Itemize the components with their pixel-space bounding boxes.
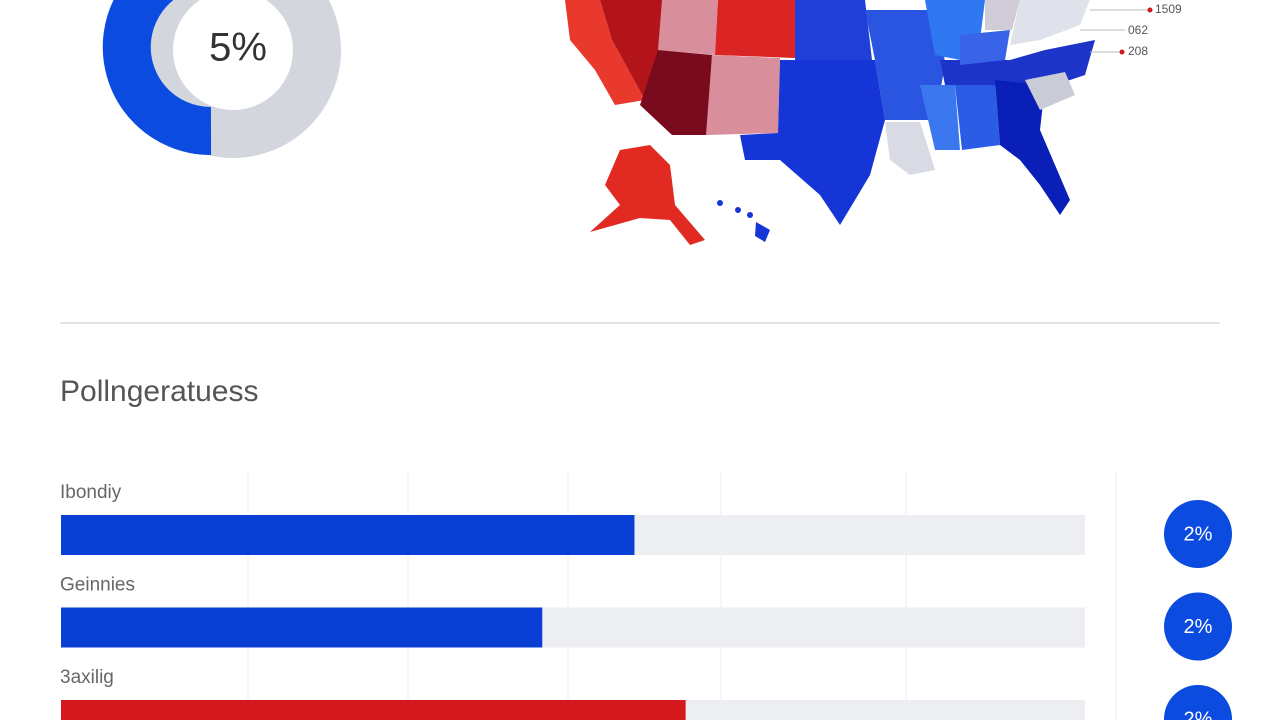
state	[985, 0, 1020, 30]
island	[747, 212, 753, 218]
bar-label: Ibondiy	[60, 482, 122, 503]
state	[920, 85, 960, 150]
state	[795, 0, 872, 60]
us-map	[565, 0, 1095, 245]
state	[600, 0, 665, 100]
badge	[1164, 592, 1232, 661]
state	[706, 55, 780, 135]
map-legend: 1509 062 208	[1080, 2, 1182, 58]
legend-label: 208	[1128, 44, 1148, 58]
donut-label: 5%	[209, 26, 267, 70]
badge-label: 2%	[1184, 708, 1213, 720]
state	[955, 80, 1000, 150]
state	[565, 0, 645, 105]
bar	[61, 700, 686, 720]
state	[640, 50, 712, 135]
island	[717, 200, 723, 206]
legend-dot	[1147, 7, 1153, 13]
donut-arc	[102, 0, 212, 156]
state	[1010, 0, 1090, 45]
bar-list: Ibondiy 2% Geinnies 2% 3axilig 2%	[60, 482, 1232, 720]
legend-dot	[1119, 49, 1125, 55]
state	[960, 30, 1010, 65]
bar	[61, 515, 635, 555]
state	[715, 0, 795, 58]
state	[740, 60, 885, 225]
badge-label: 2%	[1184, 523, 1213, 545]
bar-label: 3axilig	[60, 667, 114, 688]
donut: 5%	[102, 0, 341, 158]
badge	[1164, 685, 1232, 720]
island	[755, 222, 770, 242]
state	[995, 80, 1070, 215]
grid	[247, 472, 1117, 720]
legend-label: 1509	[1155, 2, 1182, 16]
state	[590, 145, 705, 245]
state	[1025, 72, 1075, 110]
badge-label: 2%	[1184, 616, 1213, 638]
legend-label: 062	[1128, 23, 1148, 37]
state	[885, 122, 935, 175]
bar-label: Geinnies	[60, 575, 135, 596]
badge	[1164, 500, 1232, 568]
island	[735, 207, 741, 213]
state	[658, 0, 718, 55]
bar	[61, 607, 543, 648]
section-title: Pollngeratuess	[60, 375, 258, 408]
